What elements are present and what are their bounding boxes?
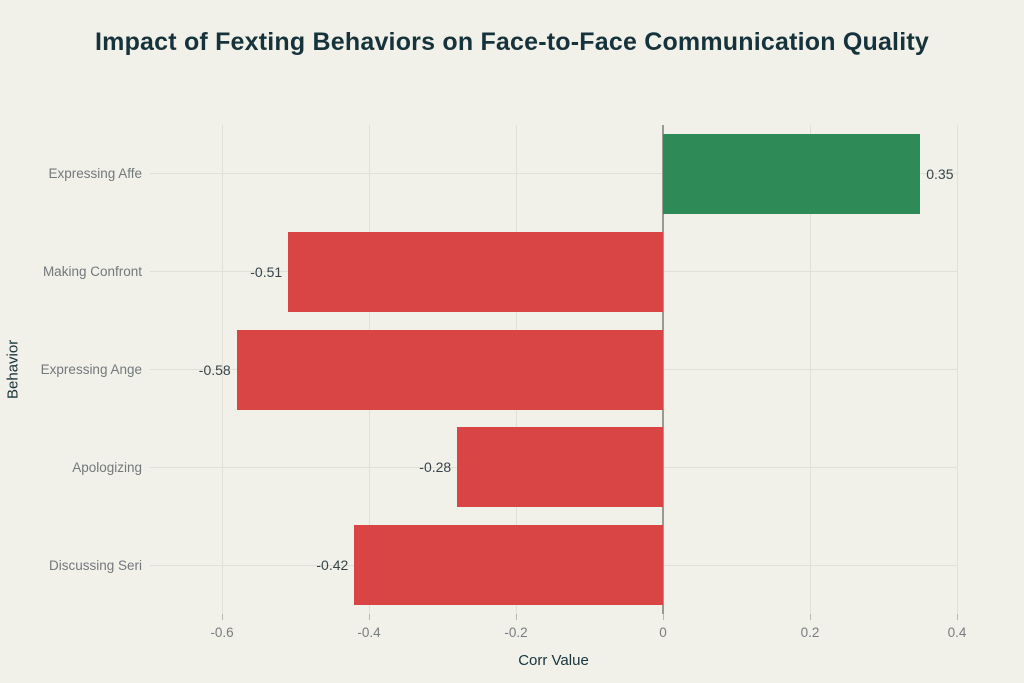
bar-value-label: -0.28 (419, 459, 452, 476)
x-tick-label: 0.2 (800, 625, 820, 640)
gridline-x (221, 125, 223, 614)
x-tick-mark (662, 614, 664, 620)
y-category-label: Expressing Ange (40, 362, 142, 377)
bar-value-label: -0.42 (316, 557, 349, 574)
bar-value-label: -0.51 (250, 263, 283, 280)
x-axis-title: Corr Value (518, 652, 589, 669)
bar-value-label: -0.58 (198, 361, 231, 378)
x-tick-label: -0.6 (210, 625, 234, 640)
bar-value-label: 0.35 (926, 165, 954, 182)
x-tick-label: -0.4 (357, 625, 381, 640)
x-tick-label: 0.4 (947, 625, 967, 640)
x-tick-label: 0 (659, 625, 667, 640)
bar (354, 525, 663, 606)
bar (663, 133, 921, 214)
y-category-label: Discussing Seri (48, 557, 142, 573)
y-axis-title: Behavior (4, 339, 22, 400)
zero-line (662, 125, 664, 614)
x-tick-label: -0.2 (504, 625, 528, 640)
chart-title: Impact of Fexting Behaviors on Face-to-F… (95, 28, 929, 56)
y-category-label: Making Confront (42, 264, 142, 280)
gridline-y (150, 173, 957, 175)
bar (457, 427, 663, 508)
x-tick-mark (515, 614, 517, 620)
gridline-x (956, 125, 958, 614)
gridline-x (809, 125, 811, 614)
y-category-label: Apologizing (72, 459, 142, 475)
x-tick-mark (956, 614, 958, 620)
bar (288, 231, 663, 312)
x-tick-mark (809, 614, 811, 620)
x-tick-mark (221, 614, 223, 620)
bar (236, 329, 663, 410)
y-category-label: Expressing Affe (48, 166, 142, 182)
x-tick-mark (368, 614, 370, 620)
